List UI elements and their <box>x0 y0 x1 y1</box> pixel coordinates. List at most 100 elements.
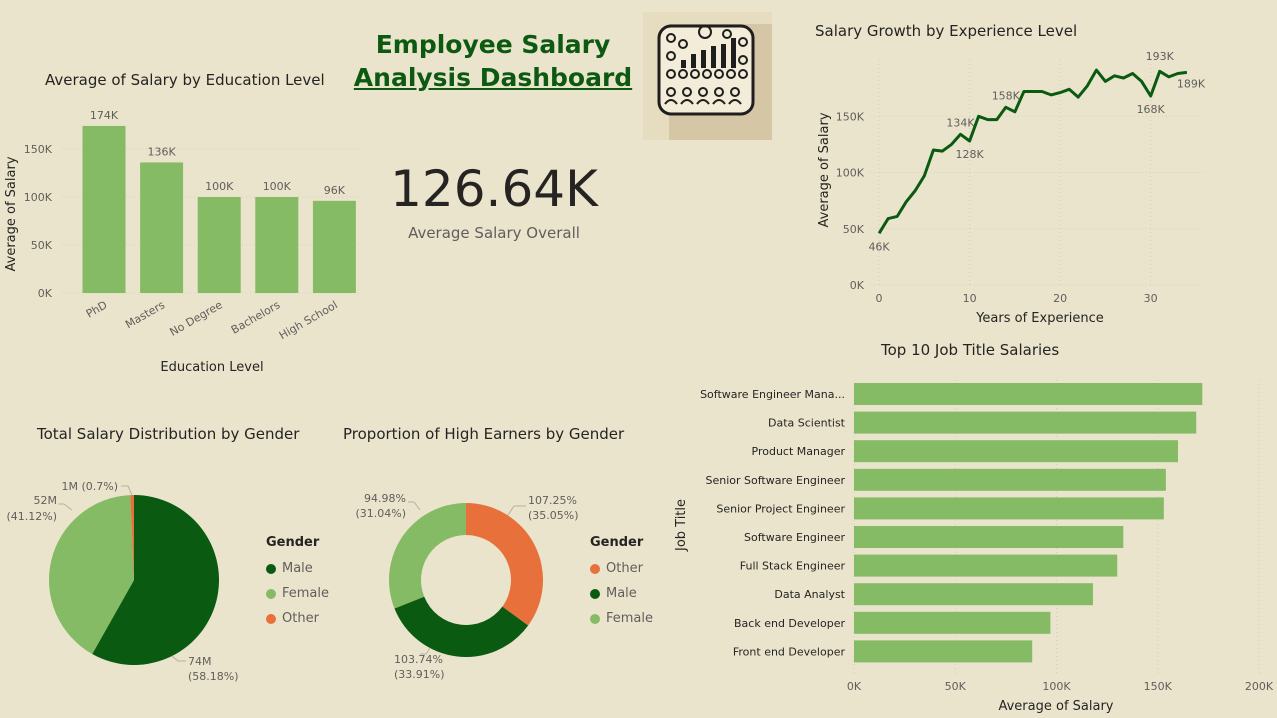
data-label: 94.98% <box>364 492 406 505</box>
x-axis-title: Years of Experience <box>975 311 1104 326</box>
y-tick-label: Front end Developer <box>733 645 846 658</box>
label-leader <box>507 505 526 516</box>
data-label: 107.25% <box>528 494 577 507</box>
y-tick-label: 150K <box>24 143 53 156</box>
y-tick-label: Back end Developer <box>734 617 845 630</box>
x-tick-label: 50K <box>945 680 967 693</box>
experience-line-chart[interactable]: 0K 50K 100K 150K 0 10 20 30 46K 128K 134K 158K 168K 1… <box>800 45 1215 330</box>
experience-chart-title: Salary Growth by Experience Level <box>815 22 1078 40</box>
education-chart-title: Average of Salary by Education Level <box>45 71 325 89</box>
x-tick-label: PhD <box>84 298 110 320</box>
x-tick-label: Bachelors <box>229 298 283 336</box>
bar <box>312 200 356 293</box>
bar <box>854 383 1203 405</box>
gender-pie-legend: Gender Male Female Other <box>266 535 329 631</box>
education-bar-chart[interactable]: 0K 50K 100K 150K 174K PhD 136K Masters 100K No De… <box>0 95 370 385</box>
data-label: (31.04%) <box>355 507 406 520</box>
y-axis-title: Average of Salary <box>817 112 832 227</box>
data-label: (41.12%) <box>6 510 57 523</box>
jobs-chart-title: Top 10 Job Title Salaries <box>881 341 1060 359</box>
x-tick-label: 30 <box>1144 292 1158 305</box>
x-tick-label: 10 <box>963 292 977 305</box>
bar <box>82 125 126 294</box>
pie-slice <box>130 495 134 580</box>
y-tick-label: 50K <box>31 239 53 252</box>
data-label: (33.91%) <box>394 668 445 681</box>
label-leader <box>121 485 133 496</box>
bar <box>255 197 299 293</box>
bar <box>854 526 1124 548</box>
high-earners-legend: Gender Other Male Female <box>590 535 653 631</box>
data-label: 193K <box>1146 50 1175 63</box>
data-label: 1M (0.7%) <box>61 480 118 493</box>
y-tick-label: Senior Software Engineer <box>705 474 845 487</box>
legend-item-other[interactable]: Other <box>266 606 329 631</box>
donut-slice <box>394 596 529 657</box>
dashboard-title-line2: Analysis Dashboard <box>353 63 633 92</box>
y-tick-label: Software Engineer <box>744 531 845 544</box>
data-label: 128K <box>955 148 984 161</box>
data-label: 46K <box>868 240 890 253</box>
bar <box>197 197 241 293</box>
kpi-average-salary-label: Average Salary Overall <box>408 224 580 242</box>
x-tick-label: 100K <box>1042 680 1071 693</box>
y-tick-label: Product Manager <box>752 445 846 458</box>
bar <box>854 554 1118 577</box>
kpi-average-salary-value: 126.64K <box>390 160 598 218</box>
bar <box>854 640 1033 663</box>
y-tick-label: Full Stack Engineer <box>740 560 846 573</box>
pie-slice <box>49 495 134 655</box>
y-tick-label: 100K <box>24 191 53 204</box>
dashboard-title: Employee Salary Analysis Dashboard <box>340 28 646 94</box>
x-tick-label: 200K <box>1245 680 1274 693</box>
bar <box>854 440 1178 463</box>
y-axis-title: Average of Salary <box>4 156 19 271</box>
jobs-bar-chart[interactable]: 0K 50K 100K 150K 200K Software Engineer Mana.… <box>665 370 1277 714</box>
legend-title: Gender <box>266 535 320 550</box>
dashboard-title-line1: Employee Salary <box>375 30 611 59</box>
x-axis-title: Average of Salary <box>998 699 1113 714</box>
data-label: (35.05%) <box>528 509 579 522</box>
y-axis-title: Job Title <box>674 499 689 552</box>
data-label: 100K <box>205 180 234 193</box>
legend-item-female[interactable]: Female <box>590 606 653 631</box>
data-label: 96K <box>324 184 346 197</box>
data-label: 136K <box>147 145 176 158</box>
y-tick-label: Software Engineer Mana... <box>700 388 845 401</box>
gender-pie-title: Total Salary Distribution by Gender <box>37 425 300 443</box>
x-tick-label: 20 <box>1053 292 1067 305</box>
legend-item-female[interactable]: Female <box>266 581 329 606</box>
y-tick-label: 150K <box>836 110 865 123</box>
legend-item-other[interactable]: Other <box>590 556 653 581</box>
data-label: 174K <box>90 109 119 122</box>
salary-logo-icon <box>643 12 772 140</box>
bar <box>854 583 1093 606</box>
y-tick-label: Senior Project Engineer <box>716 502 845 515</box>
gender-pie-chart[interactable]: 74M (58.18%) 52M (41.12%) 1M (0.7%) <box>0 470 260 700</box>
bar <box>854 497 1164 520</box>
data-label: (58.18%) <box>188 670 239 683</box>
label-leader <box>408 501 421 511</box>
y-tick-label: 0K <box>38 287 53 300</box>
x-tick-label: 150K <box>1144 680 1173 693</box>
high-earners-title: Proportion of High Earners by Gender <box>343 425 625 443</box>
x-tick-label: 0 <box>876 292 883 305</box>
y-tick-label: Data Scientist <box>768 417 846 430</box>
legend-item-male[interactable]: Male <box>590 581 653 606</box>
bar <box>140 162 184 293</box>
data-label: 52M <box>34 494 58 507</box>
data-label: 189K <box>1177 77 1206 90</box>
x-tick-label: Masters <box>123 298 167 331</box>
donut-slice <box>389 503 466 609</box>
label-leader <box>58 503 73 511</box>
pie-slice <box>92 495 219 665</box>
bar <box>854 611 1051 634</box>
label-leader <box>171 655 186 662</box>
y-tick-label: 0K <box>850 279 865 292</box>
y-tick-label: 100K <box>836 167 865 180</box>
data-label: 100K <box>263 180 292 193</box>
y-tick-label: 50K <box>843 223 865 236</box>
donut-slice <box>466 503 543 626</box>
high-earners-donut-chart[interactable]: 107.25% (35.05%) 103.74% (33.91%) 94.98% (31.… <box>340 470 580 700</box>
legend-item-male[interactable]: Male <box>266 556 329 581</box>
